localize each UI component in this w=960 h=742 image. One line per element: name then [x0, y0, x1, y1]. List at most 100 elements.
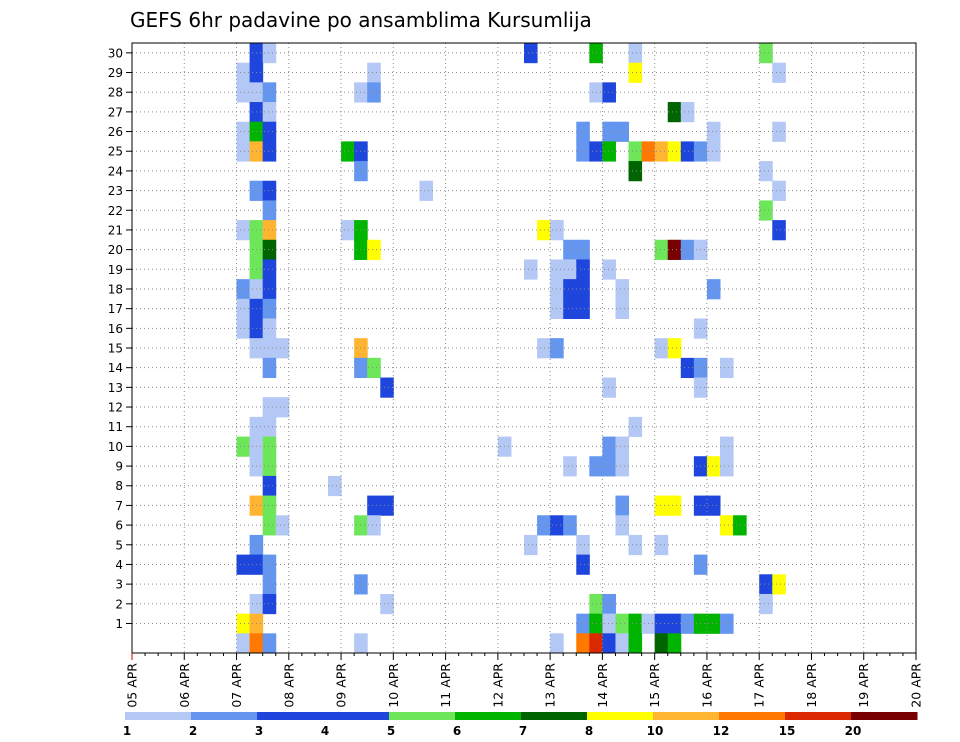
heatmap-cell: [615, 298, 630, 319]
heatmap-cell: [759, 574, 773, 595]
heatmap-cell: [759, 43, 773, 64]
heatmap-cell: [602, 456, 616, 477]
heatmap-cell: [759, 161, 773, 182]
heatmap-cell: [262, 593, 277, 615]
heatmap-cell: [380, 593, 394, 615]
legend-swatch: [521, 712, 588, 720]
x-tick-label: 07 APR: [229, 663, 244, 708]
heatmap-cell: [759, 593, 773, 615]
y-tick-label: 13: [108, 381, 123, 395]
heatmap-cell: [628, 43, 643, 64]
legend-swatch: [125, 712, 192, 720]
y-axis: 1234567891011121314151617181920212223242…: [108, 46, 132, 631]
heatmap-cell: [367, 515, 381, 536]
heatmap-cell: [236, 121, 251, 142]
heatmap-cell: [602, 141, 616, 162]
heatmap-cell: [720, 357, 734, 379]
heatmap-cell: [772, 220, 786, 241]
heatmap-cell: [706, 279, 721, 300]
heatmap-cell: [772, 574, 786, 595]
y-tick-label: 17: [108, 302, 123, 316]
heatmap-cell: [367, 62, 381, 83]
heatmap-cell: [720, 436, 734, 457]
legend-swatch: [323, 712, 390, 720]
heatmap-cell: [275, 338, 290, 359]
heatmap-cell: [367, 82, 381, 103]
heatmap-cell: [262, 495, 277, 516]
chart-title: GEFS 6hr padavine po ansamblima Kursumli…: [130, 8, 592, 32]
x-tick-label: 10 APR: [386, 663, 401, 708]
y-tick-label: 15: [108, 342, 123, 356]
heatmap-cell: [537, 515, 551, 536]
heatmap-cell: [706, 613, 721, 634]
heatmap-cell: [236, 633, 251, 654]
heatmap-cell: [275, 397, 290, 418]
heatmap-cell: [667, 141, 682, 162]
x-tick-label: 12 APR: [490, 663, 505, 708]
heatmap-cell: [563, 456, 577, 477]
heatmap-cell: [667, 633, 682, 654]
heatmap-cell: [262, 259, 277, 280]
heatmap-cell: [654, 495, 669, 516]
heatmap-cell: [236, 82, 251, 103]
x-tick-label: 13 APR: [543, 663, 558, 708]
heatmap-cell: [537, 220, 551, 241]
heatmap-cell: [249, 633, 264, 654]
heatmap-cell: [602, 377, 616, 398]
heatmap-cell: [563, 279, 577, 300]
heatmap-cell: [615, 515, 630, 536]
cells-layer: [236, 43, 786, 654]
heatmap-cell: [615, 633, 630, 654]
heatmap-cell: [419, 180, 434, 201]
legend-swatch: [851, 712, 918, 720]
heatmap-cell: [537, 338, 551, 359]
y-tick-label: 5: [115, 538, 123, 552]
heatmap-cell: [563, 259, 577, 280]
y-tick-label: 26: [108, 125, 123, 139]
legend-label: 15: [779, 724, 796, 738]
x-tick-label: 05 APR: [125, 663, 140, 708]
heatmap-cell: [720, 613, 734, 634]
heatmap-cell: [524, 43, 538, 64]
heatmap-cell: [354, 633, 368, 654]
heatmap-cell: [262, 239, 277, 260]
heatmap-cell: [275, 515, 290, 536]
heatmap-cell: [380, 495, 394, 516]
y-tick-label: 9: [115, 460, 123, 474]
heatmap-cell: [706, 456, 721, 477]
y-tick-label: 22: [108, 204, 123, 218]
heatmap-cell: [524, 534, 538, 556]
heatmap-cell: [262, 574, 277, 595]
heatmap-cell: [262, 318, 277, 339]
heatmap-cell: [576, 279, 590, 300]
y-tick-label: 11: [108, 420, 123, 434]
y-tick-label: 10: [108, 440, 123, 454]
heatmap-cell: [706, 121, 721, 142]
y-tick-label: 7: [115, 499, 123, 513]
x-tick-label: 14 APR: [595, 663, 610, 708]
heatmap-cell: [236, 62, 251, 83]
heatmap-cell: [602, 593, 616, 615]
heatmap-cell: [654, 613, 669, 634]
y-tick-label: 18: [108, 282, 123, 296]
heatmap-cell: [328, 475, 342, 497]
heatmap-cell: [628, 613, 643, 634]
heatmap-cell: [262, 554, 277, 575]
x-tick-label: 16 APR: [699, 663, 714, 708]
heatmap-cell: [615, 495, 630, 516]
heatmap-cell: [262, 220, 277, 241]
legend-label: 8: [585, 724, 593, 738]
y-tick-label: 12: [108, 401, 123, 415]
y-tick-label: 28: [108, 86, 123, 100]
heatmap-cell: [615, 279, 630, 300]
heatmap-cell: [654, 633, 669, 654]
heatmap-cell: [262, 436, 277, 457]
heatmap-cell: [341, 220, 355, 241]
heatmap-cell: [576, 554, 590, 575]
x-tick-label: 06 APR: [177, 663, 192, 708]
legend-swatch: [191, 712, 258, 720]
heatmap-cell: [367, 495, 381, 516]
heatmap-cell: [576, 613, 590, 634]
heatmap-cell: [615, 613, 630, 634]
